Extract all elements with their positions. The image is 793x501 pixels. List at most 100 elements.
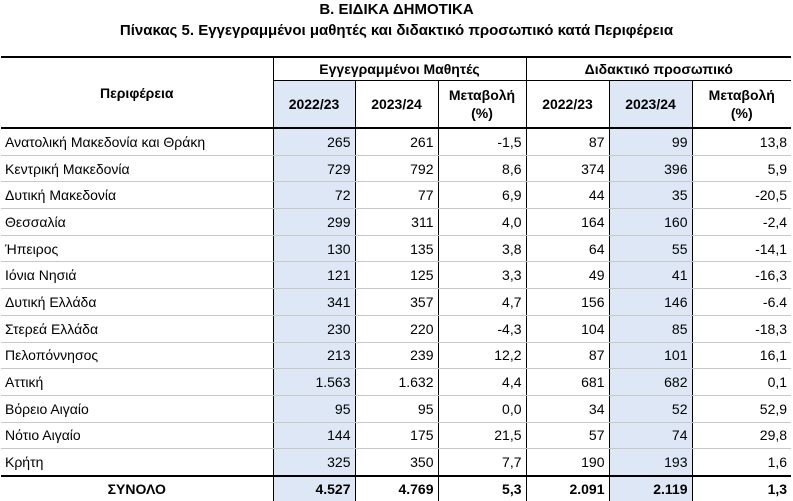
students-2022-cell: 325 xyxy=(272,448,355,477)
staff-group-header: Διδακτικό προσωπικό xyxy=(525,56,792,81)
staff-2022-cell: 34 xyxy=(525,395,609,423)
students-2023-cell: 175 xyxy=(354,422,438,450)
students-change-cell: 4,4 xyxy=(437,368,526,396)
staff-2023-cell: 396 xyxy=(608,155,692,183)
region-name-cell: Δυτική Ελλάδα xyxy=(1,288,274,316)
students-change-cell: 21,5 xyxy=(437,422,526,450)
staff-2022-cell: 374 xyxy=(525,155,609,183)
total-staff-2023-cell: 2.119 xyxy=(608,474,692,501)
students-2023-cell: 357 xyxy=(354,288,438,316)
students-change-cell: 3,8 xyxy=(437,235,526,263)
total-students-2022-cell: 4.527 xyxy=(272,474,355,501)
staff-2022-cell: 681 xyxy=(525,368,609,396)
table-row: Στερεά Ελλάδα 230 220 -4,3 104 85 -18,3 xyxy=(1,315,792,343)
staff-2022-cell: 49 xyxy=(525,261,609,290)
staff-change-cell: 0,1 xyxy=(691,368,792,396)
total-row: ΣΥΝΟΛΟ 4.527 4.769 5,3 2.091 2.119 1,3 xyxy=(1,474,792,501)
students-change-header: Μεταβολή (%) xyxy=(437,80,526,129)
students-2023-cell: 261 xyxy=(354,128,438,156)
region-name-cell: Αττική xyxy=(1,368,274,396)
students-2022-cell: 213 xyxy=(272,342,355,370)
students-change-cell: 8,6 xyxy=(437,155,526,183)
region-name-cell: Κρήτη xyxy=(1,448,274,477)
students-change-cell: 3,3 xyxy=(437,261,526,290)
region-name-cell: Δυτική Μακεδονία xyxy=(1,181,274,210)
students-2023-cell: 792 xyxy=(354,155,438,183)
staff-2022-cell: 104 xyxy=(525,315,609,343)
staff-2023-cell: 193 xyxy=(608,448,692,477)
staff-2022-cell: 190 xyxy=(525,448,609,477)
students-2023-cell: 125 xyxy=(354,261,438,290)
region-name-cell: Ήπειρος xyxy=(1,235,274,263)
students-2023-cell: 350 xyxy=(354,448,438,477)
staff-2022-cell: 64 xyxy=(525,235,609,263)
staff-change-cell: -6.4 xyxy=(691,288,792,316)
students-2022-cell: 1.563 xyxy=(272,368,355,396)
table-row: Αττική 1.563 1.632 4,4 681 682 0,1 xyxy=(1,368,792,396)
staff-2022-cell: 87 xyxy=(525,342,609,370)
students-change-cell: 12,2 xyxy=(437,342,526,370)
staff-2023-cell: 99 xyxy=(608,128,692,156)
section-title: Β. ΕΙΔΙΚΑ ΔΗΜΟΤΙΚΑ xyxy=(319,1,474,18)
staff-change-cell: 1,6 xyxy=(691,448,792,477)
staff-2022-cell: 164 xyxy=(525,208,609,236)
students-2022-cell: 729 xyxy=(272,155,355,183)
staff-change-cell: 29,8 xyxy=(691,422,792,450)
region-name-cell: Πελοπόννησος xyxy=(1,342,274,370)
students-2023-cell: 1.632 xyxy=(354,368,438,396)
students-change-cell: 4,7 xyxy=(437,288,526,316)
region-name-cell: Νότιο Αιγαίο xyxy=(1,422,274,450)
staff-2023-cell: 160 xyxy=(608,208,692,236)
students-2022-cell: 121 xyxy=(272,261,355,290)
staff-2022-header: 2022/23 xyxy=(525,80,609,129)
staff-change-cell: -18,3 xyxy=(691,315,792,343)
table-row: Βόρειο Αιγαίο 95 95 0,0 34 52 52,9 xyxy=(1,395,792,423)
students-change-cell: 6,9 xyxy=(437,181,526,210)
staff-change-cell: -20,5 xyxy=(691,181,792,210)
table-row: Ιόνια Νησιά 121 125 3,3 49 41 -16,3 xyxy=(1,261,792,290)
students-2022-header: 2022/23 xyxy=(272,80,355,129)
staff-2023-cell: 146 xyxy=(608,288,692,316)
region-statistics-table: Περιφέρεια Εγγεγραμμένοι Μαθητές Διδακτι… xyxy=(1,56,792,501)
students-2022-cell: 230 xyxy=(272,315,355,343)
students-2023-header: 2023/24 xyxy=(354,80,438,129)
students-change-cell: 7,7 xyxy=(437,448,526,477)
staff-2023-cell: 74 xyxy=(608,422,692,450)
table-row: Θεσσαλία 299 311 4,0 164 160 -2,4 xyxy=(1,208,792,236)
staff-change-cell: -2,4 xyxy=(691,208,792,236)
staff-change-cell: 52,9 xyxy=(691,395,792,423)
staff-2023-header: 2023/24 xyxy=(608,80,692,129)
staff-2023-cell: 55 xyxy=(608,235,692,263)
students-2022-cell: 72 xyxy=(272,181,355,210)
region-name-cell: Θεσσαλία xyxy=(1,208,274,236)
students-2022-cell: 299 xyxy=(272,208,355,236)
students-2022-cell: 341 xyxy=(272,288,355,316)
table-row: Ήπειρος 130 135 3,8 64 55 -14,1 xyxy=(1,235,792,263)
total-staff-change-cell: 1,3 xyxy=(691,474,792,501)
students-2023-cell: 135 xyxy=(354,235,438,263)
staff-2023-cell: 682 xyxy=(608,368,692,396)
table-row: Ανατολική Μακεδονία και Θράκη 265 261 -1,5 8… xyxy=(1,128,792,156)
staff-2022-cell: 87 xyxy=(525,128,609,156)
students-2022-cell: 265 xyxy=(272,128,355,156)
students-2022-cell: 95 xyxy=(272,395,355,423)
students-2022-cell: 130 xyxy=(272,235,355,263)
students-2023-cell: 220 xyxy=(354,315,438,343)
staff-change-header: Μεταβολή (%) xyxy=(691,80,792,129)
table-caption: Πίνακας 5. Εγγεγραμμένοι μαθητές και διδ… xyxy=(119,22,674,39)
region-name-cell: Ανατολική Μακεδονία και Θράκη xyxy=(1,128,274,156)
table-body: Ανατολική Μακεδονία και Θράκη 265 261 -1,5 8… xyxy=(1,128,792,501)
staff-change-cell: -16,3 xyxy=(691,261,792,290)
staff-change-cell: 5,9 xyxy=(691,155,792,183)
staff-2022-cell: 57 xyxy=(525,422,609,450)
table-row: Κεντρική Μακεδονία 729 792 8,6 374 396 5,9 xyxy=(1,155,792,183)
staff-change-cell: 13,8 xyxy=(691,128,792,156)
staff-change-cell: 16,1 xyxy=(691,342,792,370)
total-students-2023-cell: 4.769 xyxy=(354,474,438,501)
table-row: Κρήτη 325 350 7,7 190 193 1,6 xyxy=(1,448,792,477)
staff-2022-cell: 44 xyxy=(525,181,609,210)
table-row: Νότιο Αιγαίο 144 175 21,5 57 74 29,8 xyxy=(1,422,792,450)
table-row: Πελοπόννησος 213 239 12,2 87 101 16,1 xyxy=(1,342,792,370)
staff-2022-cell: 156 xyxy=(525,288,609,316)
students-2023-cell: 77 xyxy=(354,181,438,210)
